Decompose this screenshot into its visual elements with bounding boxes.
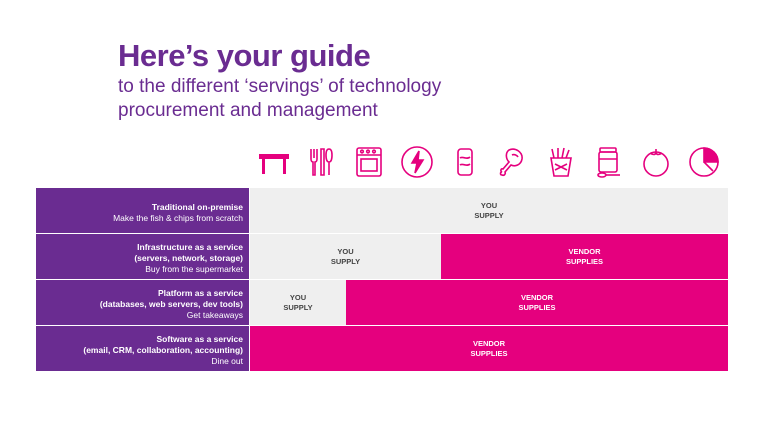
servings-matrix: Traditional on-premise Make the fish & c… (36, 188, 728, 372)
row-analogy: Get takeaways (186, 310, 243, 320)
row-title: Infrastructure as a service (137, 242, 243, 252)
row-iaas: Infrastructure as a service (servers, ne… (36, 234, 728, 279)
jar-spoon-icon (589, 142, 627, 182)
row-traditional: Traditional on-premise Make the fish & c… (36, 188, 728, 233)
citrus-icon (685, 142, 723, 182)
supply-bar: YOU SUPPLY (250, 188, 728, 233)
row-detail: (email, CRM, collaboration, accounting) (83, 345, 243, 355)
vendor-supplies-segment: VENDOR SUPPLIES (441, 234, 728, 279)
supply-bar: VENDOR SUPPLIES (250, 326, 728, 371)
icon-strip (250, 140, 728, 184)
chicken-leg-icon (494, 142, 532, 182)
page-title: Here’s your guide (118, 38, 371, 73)
table-icon (255, 142, 293, 182)
can-icon (446, 142, 484, 182)
row-analogy: Buy from the supermarket (145, 264, 243, 274)
page-subtitle: to the different ‘servings’ of technolog… (118, 76, 442, 121)
tomato-icon (637, 142, 675, 182)
row-analogy: Make the fish & chips from scratch (113, 212, 243, 223)
fries-icon (542, 142, 580, 182)
row-paas: Platform as a service (databases, web se… (36, 280, 728, 325)
row-detail: (servers, network, storage) (134, 253, 243, 263)
row-label: Infrastructure as a service (servers, ne… (36, 234, 249, 279)
power-icon (398, 142, 436, 182)
row-analogy: Dine out (211, 356, 243, 366)
supply-bar: YOU SUPPLY VENDOR SUPPLIES (250, 280, 728, 325)
row-title: Platform as a service (157, 288, 243, 298)
row-saas: Software as a service (email, CRM, colla… (36, 326, 728, 371)
you-supply-segment: YOU SUPPLY (250, 234, 441, 279)
vendor-supplies-segment: VENDOR SUPPLIES (346, 280, 728, 325)
row-title: Software as a service (156, 334, 243, 344)
oven-icon (350, 142, 388, 182)
cutlery-icon (303, 142, 341, 182)
you-supply-segment: YOU SUPPLY (250, 280, 346, 325)
row-label: Software as a service (email, CRM, colla… (36, 326, 249, 371)
you-supply-segment: YOU SUPPLY (250, 188, 728, 233)
row-title: Traditional on-premise (151, 201, 243, 212)
vendor-supplies-segment: VENDOR SUPPLIES (250, 326, 728, 371)
supply-bar: YOU SUPPLY VENDOR SUPPLIES (250, 234, 728, 279)
row-label: Traditional on-premise Make the fish & c… (36, 188, 249, 233)
row-label: Platform as a service (databases, web se… (36, 280, 249, 325)
row-detail: (databases, web servers, dev tools) (99, 299, 243, 309)
